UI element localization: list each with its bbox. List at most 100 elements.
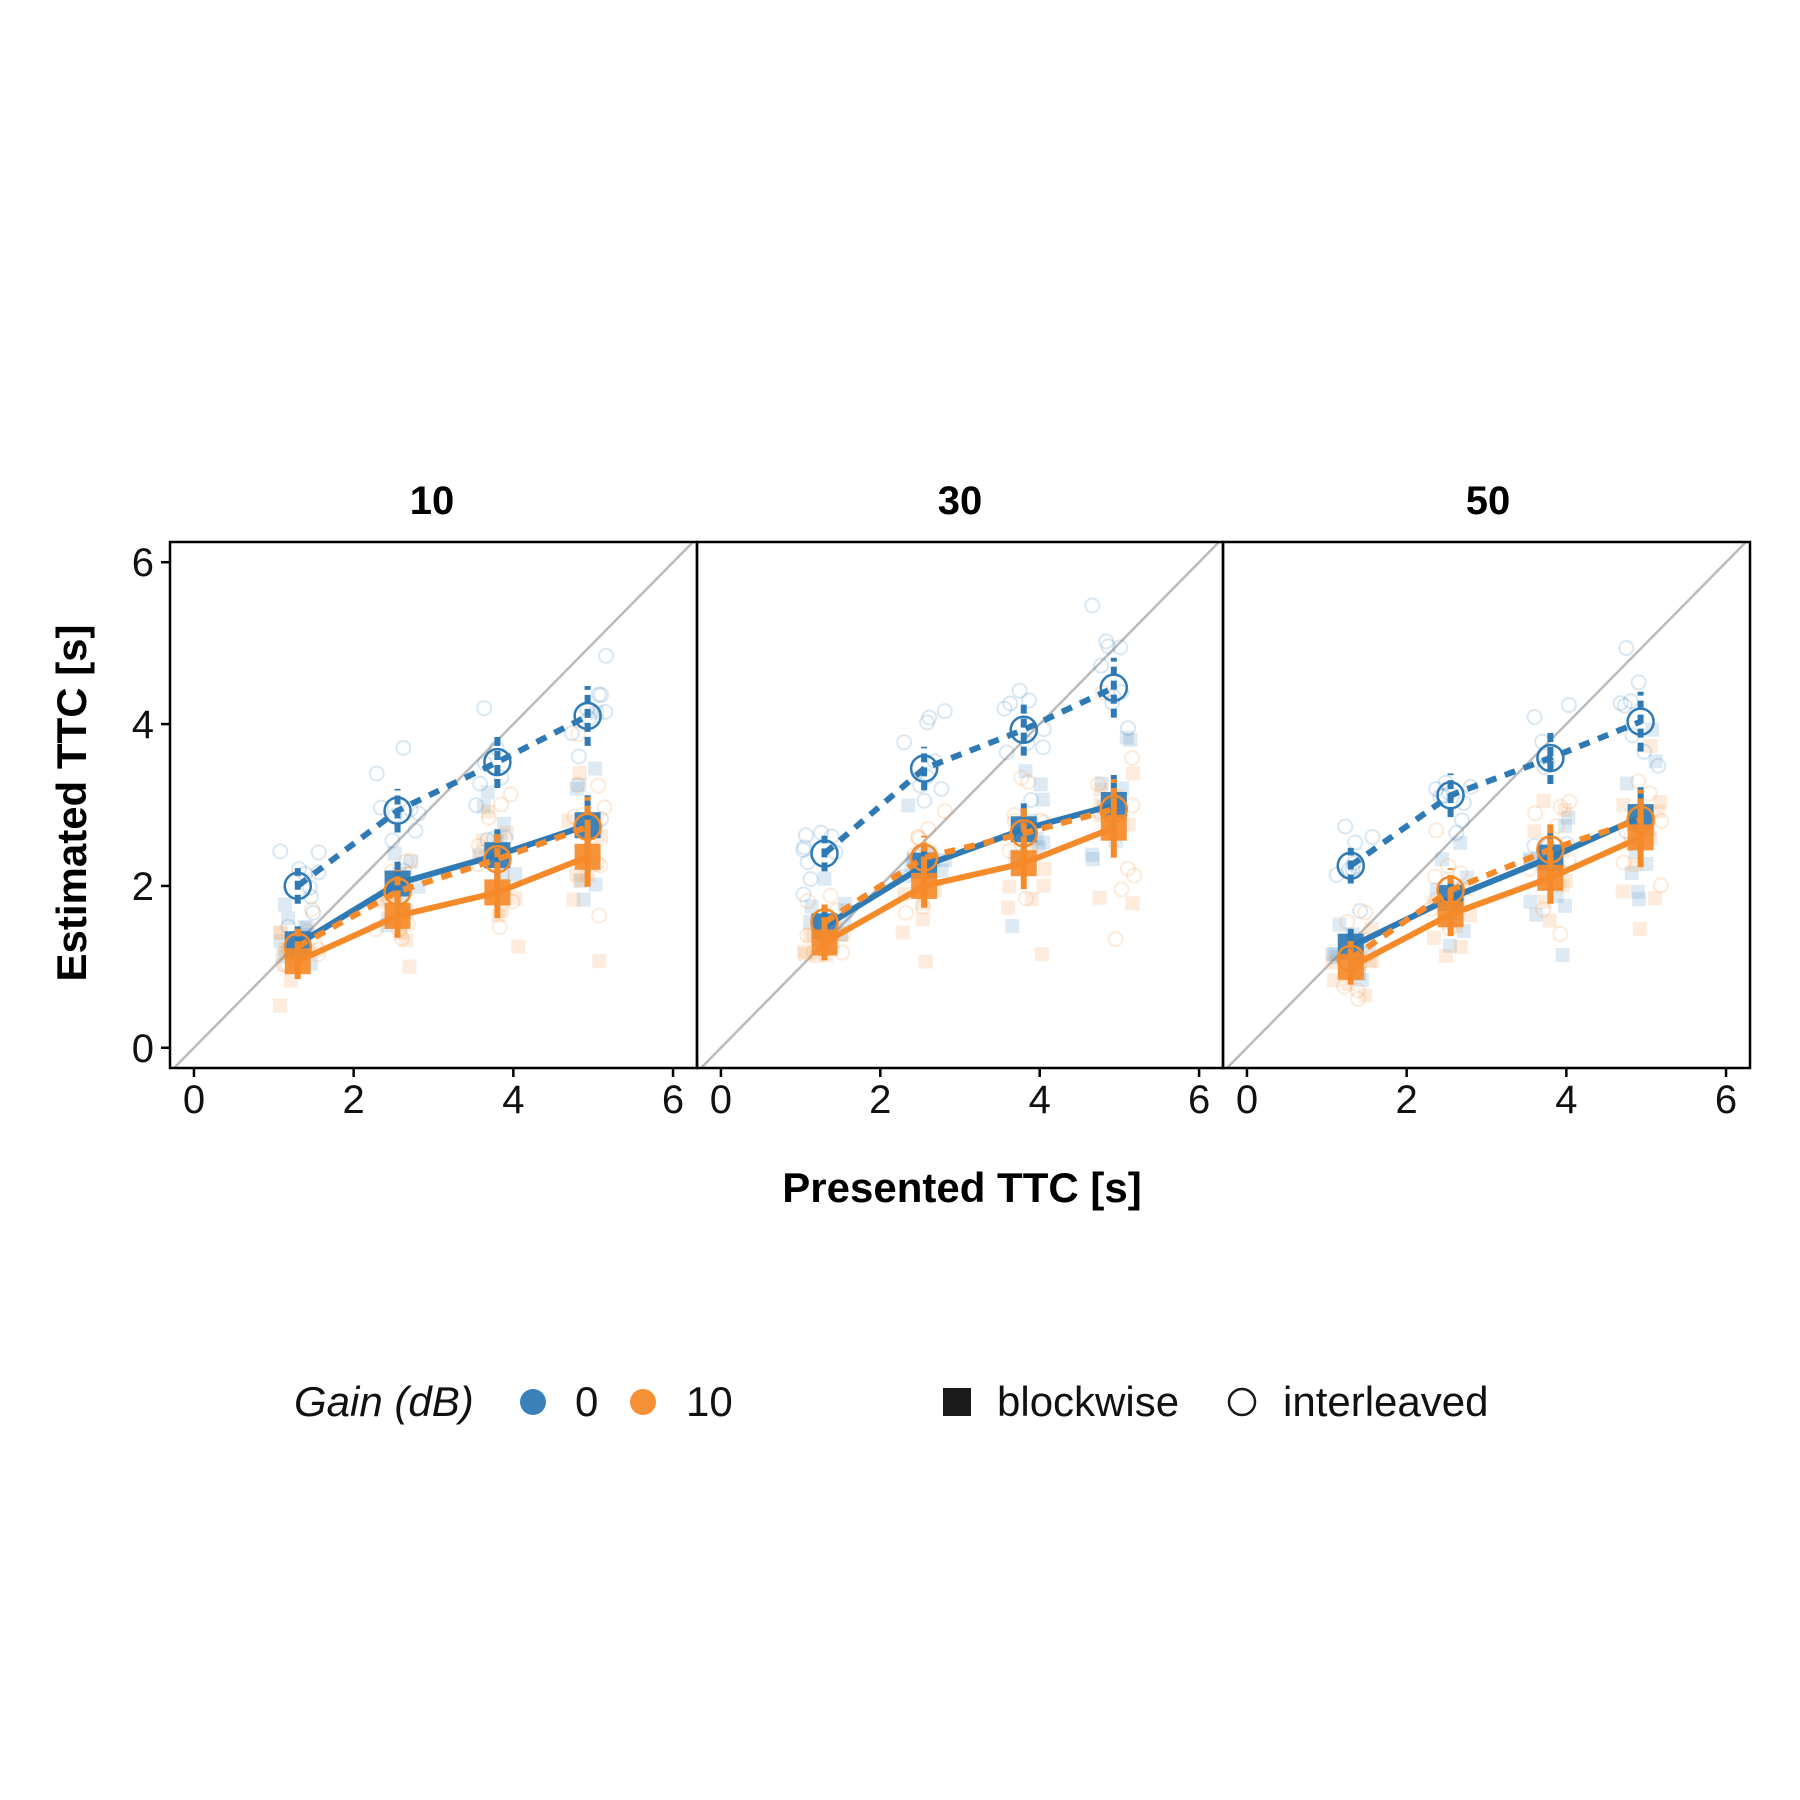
observation-point — [1618, 640, 1635, 657]
observation-point — [1616, 697, 1633, 714]
y-tick-label: 0 — [132, 1027, 154, 1071]
observation-point — [1037, 861, 1052, 876]
observation-point — [1438, 948, 1453, 963]
observation-point — [570, 748, 587, 765]
identity-line — [699, 542, 1221, 1068]
observation-point — [281, 911, 296, 926]
observation-point — [1615, 854, 1632, 871]
series-line-gain-10-interleaved — [1349, 816, 1642, 962]
observation-point — [1094, 684, 1111, 701]
observation-point — [822, 887, 839, 904]
observation-point — [1557, 802, 1572, 817]
observation-point — [393, 930, 410, 947]
series-line-gain-0-interleaved — [822, 684, 1116, 856]
observation-point — [799, 893, 816, 910]
observation-point — [813, 824, 830, 841]
observation-point — [817, 871, 832, 886]
x-tick-label: 4 — [502, 1078, 524, 1122]
observation-point — [561, 813, 576, 828]
observation-point — [1345, 855, 1362, 872]
observation-point — [1527, 824, 1542, 839]
observation-point — [480, 785, 495, 800]
panel-facet-10: 0 2 4 6 0 2 4 6 — [132, 540, 699, 1122]
observation-point — [920, 820, 937, 837]
observation-point — [1651, 804, 1666, 819]
observation-point — [798, 946, 813, 961]
y-tick-label: 6 — [132, 541, 154, 585]
observation-point — [1456, 924, 1471, 939]
observation-point — [796, 839, 813, 856]
x-tick-label: 2 — [869, 1078, 891, 1122]
observation-point — [283, 973, 298, 988]
observation-point — [1125, 896, 1140, 911]
observation-point — [934, 863, 949, 878]
observation-point — [1036, 878, 1051, 893]
observation-point — [476, 700, 493, 717]
observation-point — [1120, 720, 1137, 737]
observation-point — [399, 933, 414, 948]
observation-point — [511, 939, 526, 954]
observation-point — [1092, 890, 1107, 905]
mean-point-interleaved — [909, 754, 939, 783]
facet-label-10: 10 — [410, 479, 455, 523]
observation-point — [1119, 860, 1136, 877]
observation-point — [372, 799, 389, 816]
mean-point-interleaved — [1626, 805, 1655, 834]
observation-point — [572, 874, 587, 889]
mean-point-interleaved — [1099, 794, 1129, 824]
observation-point — [1114, 781, 1129, 796]
observation-point — [1339, 913, 1356, 930]
mean-point-interleaved — [1626, 707, 1655, 736]
observation-point — [1005, 919, 1020, 934]
observation-point — [1448, 824, 1465, 841]
observation-point — [468, 797, 485, 814]
mean-point-interleaved — [909, 843, 939, 872]
x-tick-label: 2 — [343, 1078, 365, 1122]
observation-point — [493, 796, 510, 813]
observation-point — [277, 897, 292, 912]
observation-point — [305, 904, 322, 921]
observation-point — [1033, 777, 1048, 792]
observation-point — [590, 686, 607, 703]
legend-gain-10-key — [630, 1389, 656, 1415]
observation-point — [410, 805, 427, 822]
observation-point — [1020, 773, 1037, 790]
observation-point — [1001, 900, 1016, 915]
observation-point — [1616, 797, 1631, 812]
observation-point — [1352, 902, 1369, 919]
observation-point — [1641, 785, 1658, 802]
observation-point — [1018, 764, 1033, 779]
identity-line — [172, 542, 695, 1068]
observation-point — [1630, 674, 1647, 691]
observation-point — [569, 868, 584, 883]
observation-point — [1636, 743, 1653, 760]
observation-point — [998, 744, 1015, 761]
plot-area — [1225, 542, 1748, 1068]
observation-point — [1011, 682, 1028, 699]
mean-point-interleaved — [810, 908, 839, 937]
observation-point — [368, 765, 385, 782]
observation-point — [593, 686, 610, 703]
observation-point — [919, 714, 936, 731]
panel-facet-50: 0 2 4 6 — [1221, 540, 1752, 1122]
observation-point — [1112, 639, 1129, 656]
mean-point-interleaved — [1536, 835, 1565, 864]
legend-gain-0-key — [520, 1389, 546, 1415]
observation-point — [596, 799, 613, 816]
observation-point — [1113, 881, 1130, 898]
legend: Gain (dB) 0 10 blockwise interleaved — [294, 1378, 1488, 1425]
observation-point — [476, 799, 491, 814]
mean-point-interleaved — [1009, 715, 1039, 744]
mean-point-interleaved — [383, 796, 412, 825]
observation-point — [1427, 868, 1444, 885]
observation-point — [1126, 867, 1143, 884]
observation-point — [1612, 695, 1629, 712]
observation-point — [1561, 793, 1578, 810]
legend-blockwise-key — [943, 1388, 971, 1416]
observation-point — [1358, 988, 1373, 1003]
observation-point — [273, 998, 288, 1013]
observation-point — [1453, 835, 1468, 850]
x-tick-label: 0 — [710, 1078, 732, 1122]
observation-point — [804, 899, 819, 914]
